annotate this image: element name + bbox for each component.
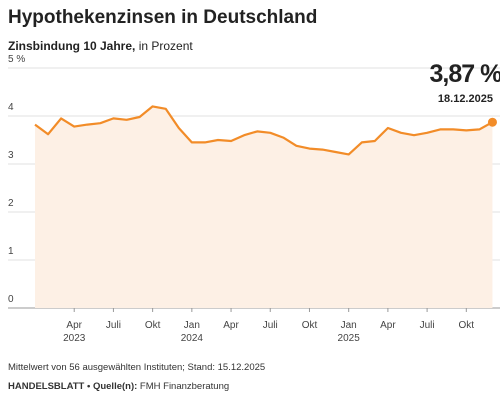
y-tick-label: 4 — [8, 102, 14, 113]
x-year-label: 2024 — [181, 333, 204, 344]
x-tick-label: Juli — [263, 320, 278, 331]
y-tick-label: 3 — [8, 150, 14, 161]
x-year-label: 2025 — [338, 333, 361, 344]
y-tick-label: 1 — [8, 246, 14, 257]
x-tick-label: Okt — [145, 320, 161, 331]
source: HANDELSBLATT • Quelle(n): FMH Finanzbera… — [8, 381, 229, 392]
subtitle: in Prozent — [139, 39, 194, 53]
source-bold: HANDELSBLATT • Quelle(n): — [8, 381, 137, 392]
y-tick-label: 2 — [8, 198, 14, 209]
x-tick-label: Apr — [66, 320, 82, 331]
x-tick-label: Juli — [106, 320, 121, 331]
x-tick-label: Okt — [459, 320, 475, 331]
y-tick-label: 0 — [8, 294, 14, 305]
end-point — [487, 117, 497, 127]
chart-subtitle: Zinsbindung 10 Jahre, in Prozent — [8, 39, 193, 53]
x-year-label: 2023 — [63, 333, 86, 344]
x-tick-label: Juli — [420, 320, 435, 331]
value-label: 3,87 % — [430, 60, 500, 88]
y-tick-label: 5 % — [8, 54, 25, 65]
x-tick-label: Jan — [184, 320, 200, 331]
area — [35, 106, 493, 309]
source-name: FMH Finanzberatung — [140, 381, 229, 392]
x-tick-label: Apr — [223, 320, 239, 331]
line — [34, 105, 493, 156]
x-tick-label: Apr — [380, 320, 396, 331]
chart-title: Hypothekenzinsen in Deutschland — [8, 7, 317, 28]
annotation: 18.12.2025 — [438, 93, 493, 105]
subtitle-bold: Zinsbindung 10 Jahre, — [8, 39, 135, 53]
x-tick-label: Okt — [302, 320, 318, 331]
x-tick-label: Jan — [341, 320, 357, 331]
footnote: Mittelwert von 56 ausgewählten Institute… — [8, 362, 265, 373]
